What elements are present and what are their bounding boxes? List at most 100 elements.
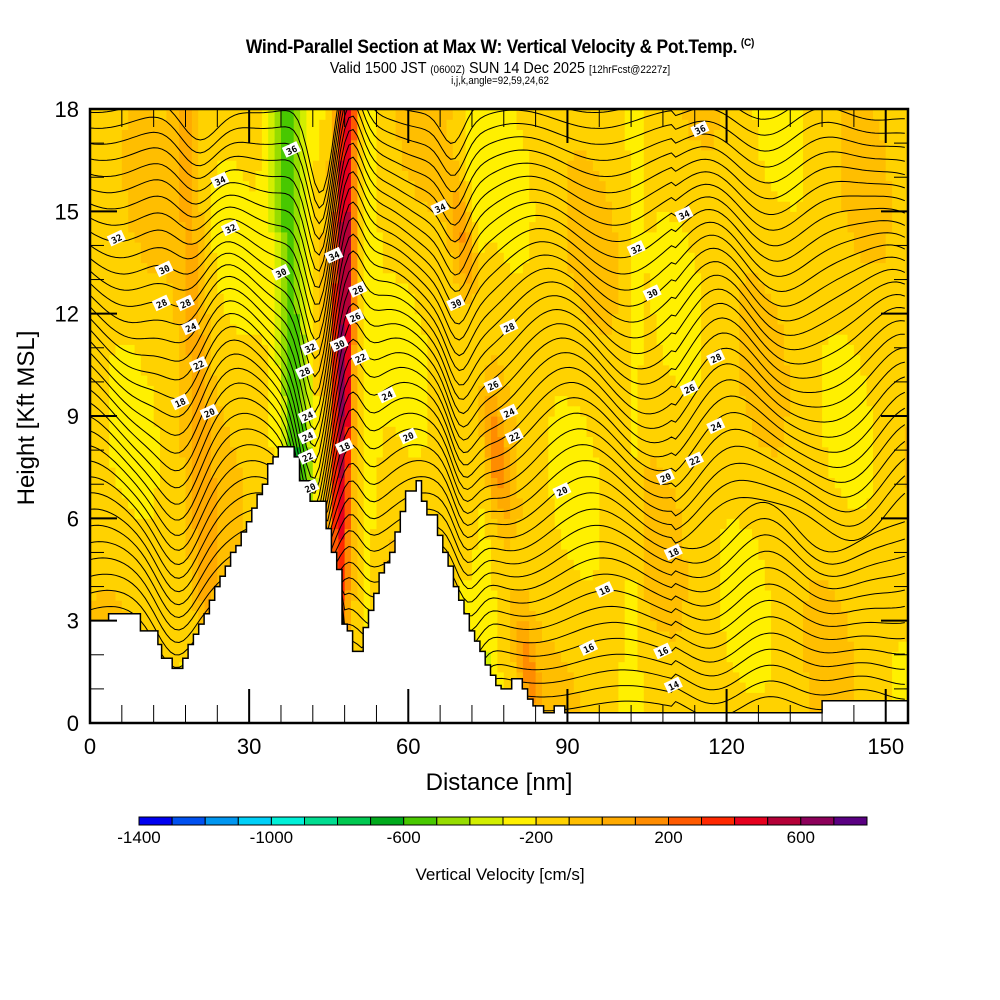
velocity-cell	[389, 456, 397, 468]
velocity-cell	[351, 538, 358, 550]
velocity-cell	[185, 549, 193, 560]
velocity-cell	[242, 395, 250, 407]
velocity-cell	[427, 395, 435, 407]
velocity-cell	[433, 467, 441, 478]
velocity-cell	[90, 508, 97, 519]
velocity-cell	[121, 436, 129, 448]
velocity-cell	[109, 190, 117, 202]
velocity-cell	[389, 364, 397, 376]
velocity-cell	[223, 559, 231, 571]
velocity-cell	[522, 262, 530, 274]
velocity-cell	[516, 139, 524, 151]
velocity-cell	[535, 508, 543, 519]
velocity-cell	[236, 467, 244, 478]
velocity-cell	[115, 109, 123, 120]
velocity-cell	[395, 487, 403, 499]
velocity-cell	[179, 497, 187, 509]
velocity-cell	[535, 630, 543, 642]
velocity-cell	[312, 456, 320, 468]
velocity-cell	[370, 467, 378, 478]
velocity-cell	[223, 109, 231, 120]
velocity-cell	[172, 385, 180, 397]
velocity-cell	[140, 201, 148, 212]
velocity-cell	[433, 139, 441, 151]
velocity-cell	[440, 231, 448, 243]
velocity-cell	[153, 129, 161, 141]
velocity-cell	[535, 313, 543, 325]
velocity-cell	[274, 303, 282, 315]
velocity-cell	[90, 405, 97, 417]
velocity-cell	[516, 600, 524, 611]
velocity-cell	[497, 252, 505, 264]
velocity-cell	[612, 426, 619, 437]
velocity-cell	[478, 620, 486, 632]
velocity-cell	[414, 456, 422, 468]
velocity-cell	[160, 364, 167, 376]
velocity-cell	[491, 600, 498, 611]
velocity-cell	[586, 242, 594, 253]
velocity-cell	[522, 579, 530, 591]
velocity-cell	[268, 426, 276, 437]
velocity-cell	[268, 323, 276, 335]
velocity-cell	[115, 303, 123, 315]
velocity-cell	[249, 139, 257, 151]
velocity-cell	[522, 190, 530, 202]
velocity-cell	[102, 109, 110, 120]
velocity-cell	[147, 456, 155, 468]
velocity-cell	[440, 395, 448, 407]
velocity-cell	[357, 231, 365, 243]
velocity-cell	[115, 283, 123, 294]
velocity-cell	[210, 487, 218, 499]
velocity-cell	[319, 323, 327, 335]
velocity-cell	[210, 262, 218, 274]
velocity-cell	[522, 364, 530, 376]
velocity-cell	[535, 641, 543, 652]
velocity-cell	[191, 242, 199, 253]
velocity-cell	[261, 119, 269, 130]
velocity-cell	[210, 170, 218, 182]
velocity-cell	[331, 528, 339, 540]
velocity-cell	[452, 487, 460, 499]
velocity-cell	[516, 375, 524, 386]
velocity-cell	[147, 323, 155, 335]
velocity-cell	[185, 262, 193, 274]
velocity-cell	[363, 559, 371, 571]
velocity-cell	[554, 221, 562, 233]
velocity-cell	[592, 375, 600, 386]
velocity-cell	[567, 549, 575, 560]
velocity-cell	[382, 272, 390, 284]
velocity-cell	[516, 119, 524, 130]
velocity-cell	[357, 344, 365, 356]
velocity-cell	[223, 395, 231, 407]
velocity-cell	[109, 221, 117, 233]
velocity-cell	[522, 456, 530, 468]
velocity-cell	[312, 293, 320, 304]
velocity-cell	[166, 252, 174, 264]
velocity-cell	[351, 119, 358, 130]
velocity-cell	[376, 467, 384, 478]
velocity-cell	[109, 497, 117, 509]
velocity-cell	[382, 426, 390, 437]
velocity-cell	[567, 170, 575, 182]
velocity-cell	[408, 221, 416, 233]
velocity-cell	[612, 323, 619, 335]
velocity-cell	[516, 170, 524, 182]
velocity-cell	[605, 323, 613, 335]
velocity-cell	[185, 119, 193, 130]
velocity-cell	[605, 661, 613, 673]
velocity-cell	[395, 139, 403, 151]
velocity-cell	[567, 651, 575, 663]
velocity-cell	[440, 221, 448, 233]
velocity-cell	[140, 569, 148, 581]
velocity-cell	[217, 139, 225, 151]
velocity-cell	[236, 160, 244, 171]
velocity-cell	[535, 477, 543, 489]
velocity-cell	[134, 508, 142, 519]
velocity-cell	[522, 477, 530, 489]
velocity-cell	[274, 109, 282, 120]
velocity-cell	[204, 477, 212, 489]
velocity-cell	[172, 590, 180, 601]
velocity-cell	[414, 375, 422, 386]
velocity-cell	[179, 323, 187, 335]
velocity-cell	[312, 405, 320, 417]
